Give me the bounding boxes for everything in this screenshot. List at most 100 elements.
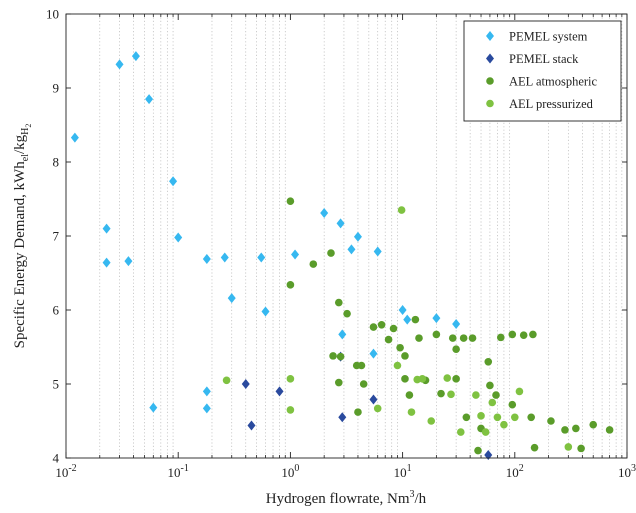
- legend-marker: [486, 77, 494, 85]
- data-point: [405, 391, 414, 399]
- data-point: [396, 343, 404, 352]
- data-point: [336, 352, 345, 361]
- data-point: [477, 412, 485, 420]
- data-point: [131, 51, 140, 62]
- data-point: [257, 252, 266, 263]
- data-point: [529, 330, 537, 339]
- data-point: [515, 387, 524, 396]
- data-point: [519, 331, 528, 339]
- data-point: [407, 408, 416, 416]
- x-axis-ticks: 10-2 10-1 100 101 102 103: [55, 14, 636, 480]
- data-point: [437, 389, 445, 398]
- data-point: [427, 417, 436, 425]
- data-point: [472, 391, 480, 399]
- data-point: [327, 249, 335, 257]
- data-point: [530, 443, 539, 452]
- data-point: [484, 358, 493, 366]
- y-tick-label: 8: [53, 155, 60, 170]
- data-point: [452, 319, 461, 330]
- data-point: [347, 244, 356, 255]
- y-tick-label: 6: [53, 303, 60, 318]
- data-point: [369, 323, 378, 331]
- x-tick-label: 10-1: [168, 463, 189, 480]
- x-tick-label: 100: [281, 463, 299, 480]
- data-point: [418, 375, 427, 383]
- data-point: [174, 232, 183, 243]
- data-point: [202, 386, 211, 397]
- data-point: [447, 390, 455, 399]
- data-point: [398, 305, 407, 315]
- y-tick-label: 4: [53, 451, 60, 466]
- legend-marker: [486, 53, 494, 64]
- data-point: [511, 413, 519, 422]
- data-point: [149, 402, 158, 413]
- data-point: [401, 352, 409, 360]
- data-point: [389, 324, 398, 333]
- y-tick-label: 5: [53, 377, 60, 392]
- series-pemel-system: [70, 51, 461, 414]
- data-point: [369, 394, 378, 405]
- plot-frame: [65, 13, 628, 459]
- data-point: [403, 314, 412, 325]
- data-point: [432, 330, 441, 339]
- data-point: [102, 223, 111, 234]
- data-point: [481, 428, 490, 436]
- data-point: [527, 413, 535, 422]
- data-point: [561, 426, 569, 434]
- x-minor-grid: [99, 14, 623, 458]
- data-point: [261, 306, 270, 317]
- data-point: [443, 374, 452, 382]
- x-tick-label: 10-2: [55, 463, 76, 480]
- legend-label: AEL pressurized: [509, 97, 594, 111]
- data-point: [220, 252, 229, 263]
- data-point: [353, 231, 362, 242]
- data-point: [343, 309, 351, 318]
- data-point: [401, 375, 409, 383]
- data-point: [577, 444, 585, 453]
- data-point: [309, 260, 318, 268]
- legend-label: PEMEL stack: [509, 52, 579, 66]
- y-axis-ticks: 4 5 6 7 8 9 10: [46, 7, 627, 466]
- x-tick-label: 103: [618, 463, 636, 480]
- data-point: [145, 94, 154, 105]
- data-point: [286, 281, 295, 289]
- legend-label: AEL atmospheric: [509, 75, 598, 89]
- legend: PEMEL system PEMEL stack AEL atmospheric AE…: [463, 20, 622, 122]
- data-point: [462, 413, 471, 422]
- data-point: [411, 315, 420, 324]
- data-point: [338, 412, 347, 423]
- y-tick-label: 7: [53, 229, 60, 244]
- data-point: [468, 334, 477, 342]
- data-points: [70, 51, 614, 461]
- data-point: [456, 428, 465, 436]
- legend-label: PEMEL system: [509, 30, 588, 44]
- data-point: [334, 298, 343, 307]
- data-point: [124, 256, 133, 267]
- data-point: [329, 352, 337, 360]
- data-point: [415, 334, 423, 342]
- data-point: [508, 330, 517, 339]
- legend-marker: [486, 31, 494, 41]
- data-point: [564, 443, 573, 451]
- data-point: [227, 293, 236, 304]
- data-point: [202, 403, 211, 414]
- data-point: [492, 391, 500, 399]
- y-tick-label: 10: [46, 7, 59, 22]
- data-point: [377, 321, 386, 329]
- data-point: [448, 334, 457, 342]
- data-point: [508, 400, 517, 409]
- data-point: [291, 249, 300, 260]
- data-point: [334, 378, 343, 387]
- data-point: [359, 380, 368, 388]
- data-point: [459, 334, 468, 342]
- data-point: [474, 446, 482, 455]
- data-point: [247, 420, 256, 431]
- x-tick-label: 101: [394, 463, 412, 480]
- data-point: [432, 313, 441, 324]
- data-point: [397, 206, 406, 214]
- data-point: [493, 413, 502, 422]
- data-point: [70, 132, 79, 143]
- data-point: [373, 246, 382, 257]
- data-point: [589, 420, 598, 429]
